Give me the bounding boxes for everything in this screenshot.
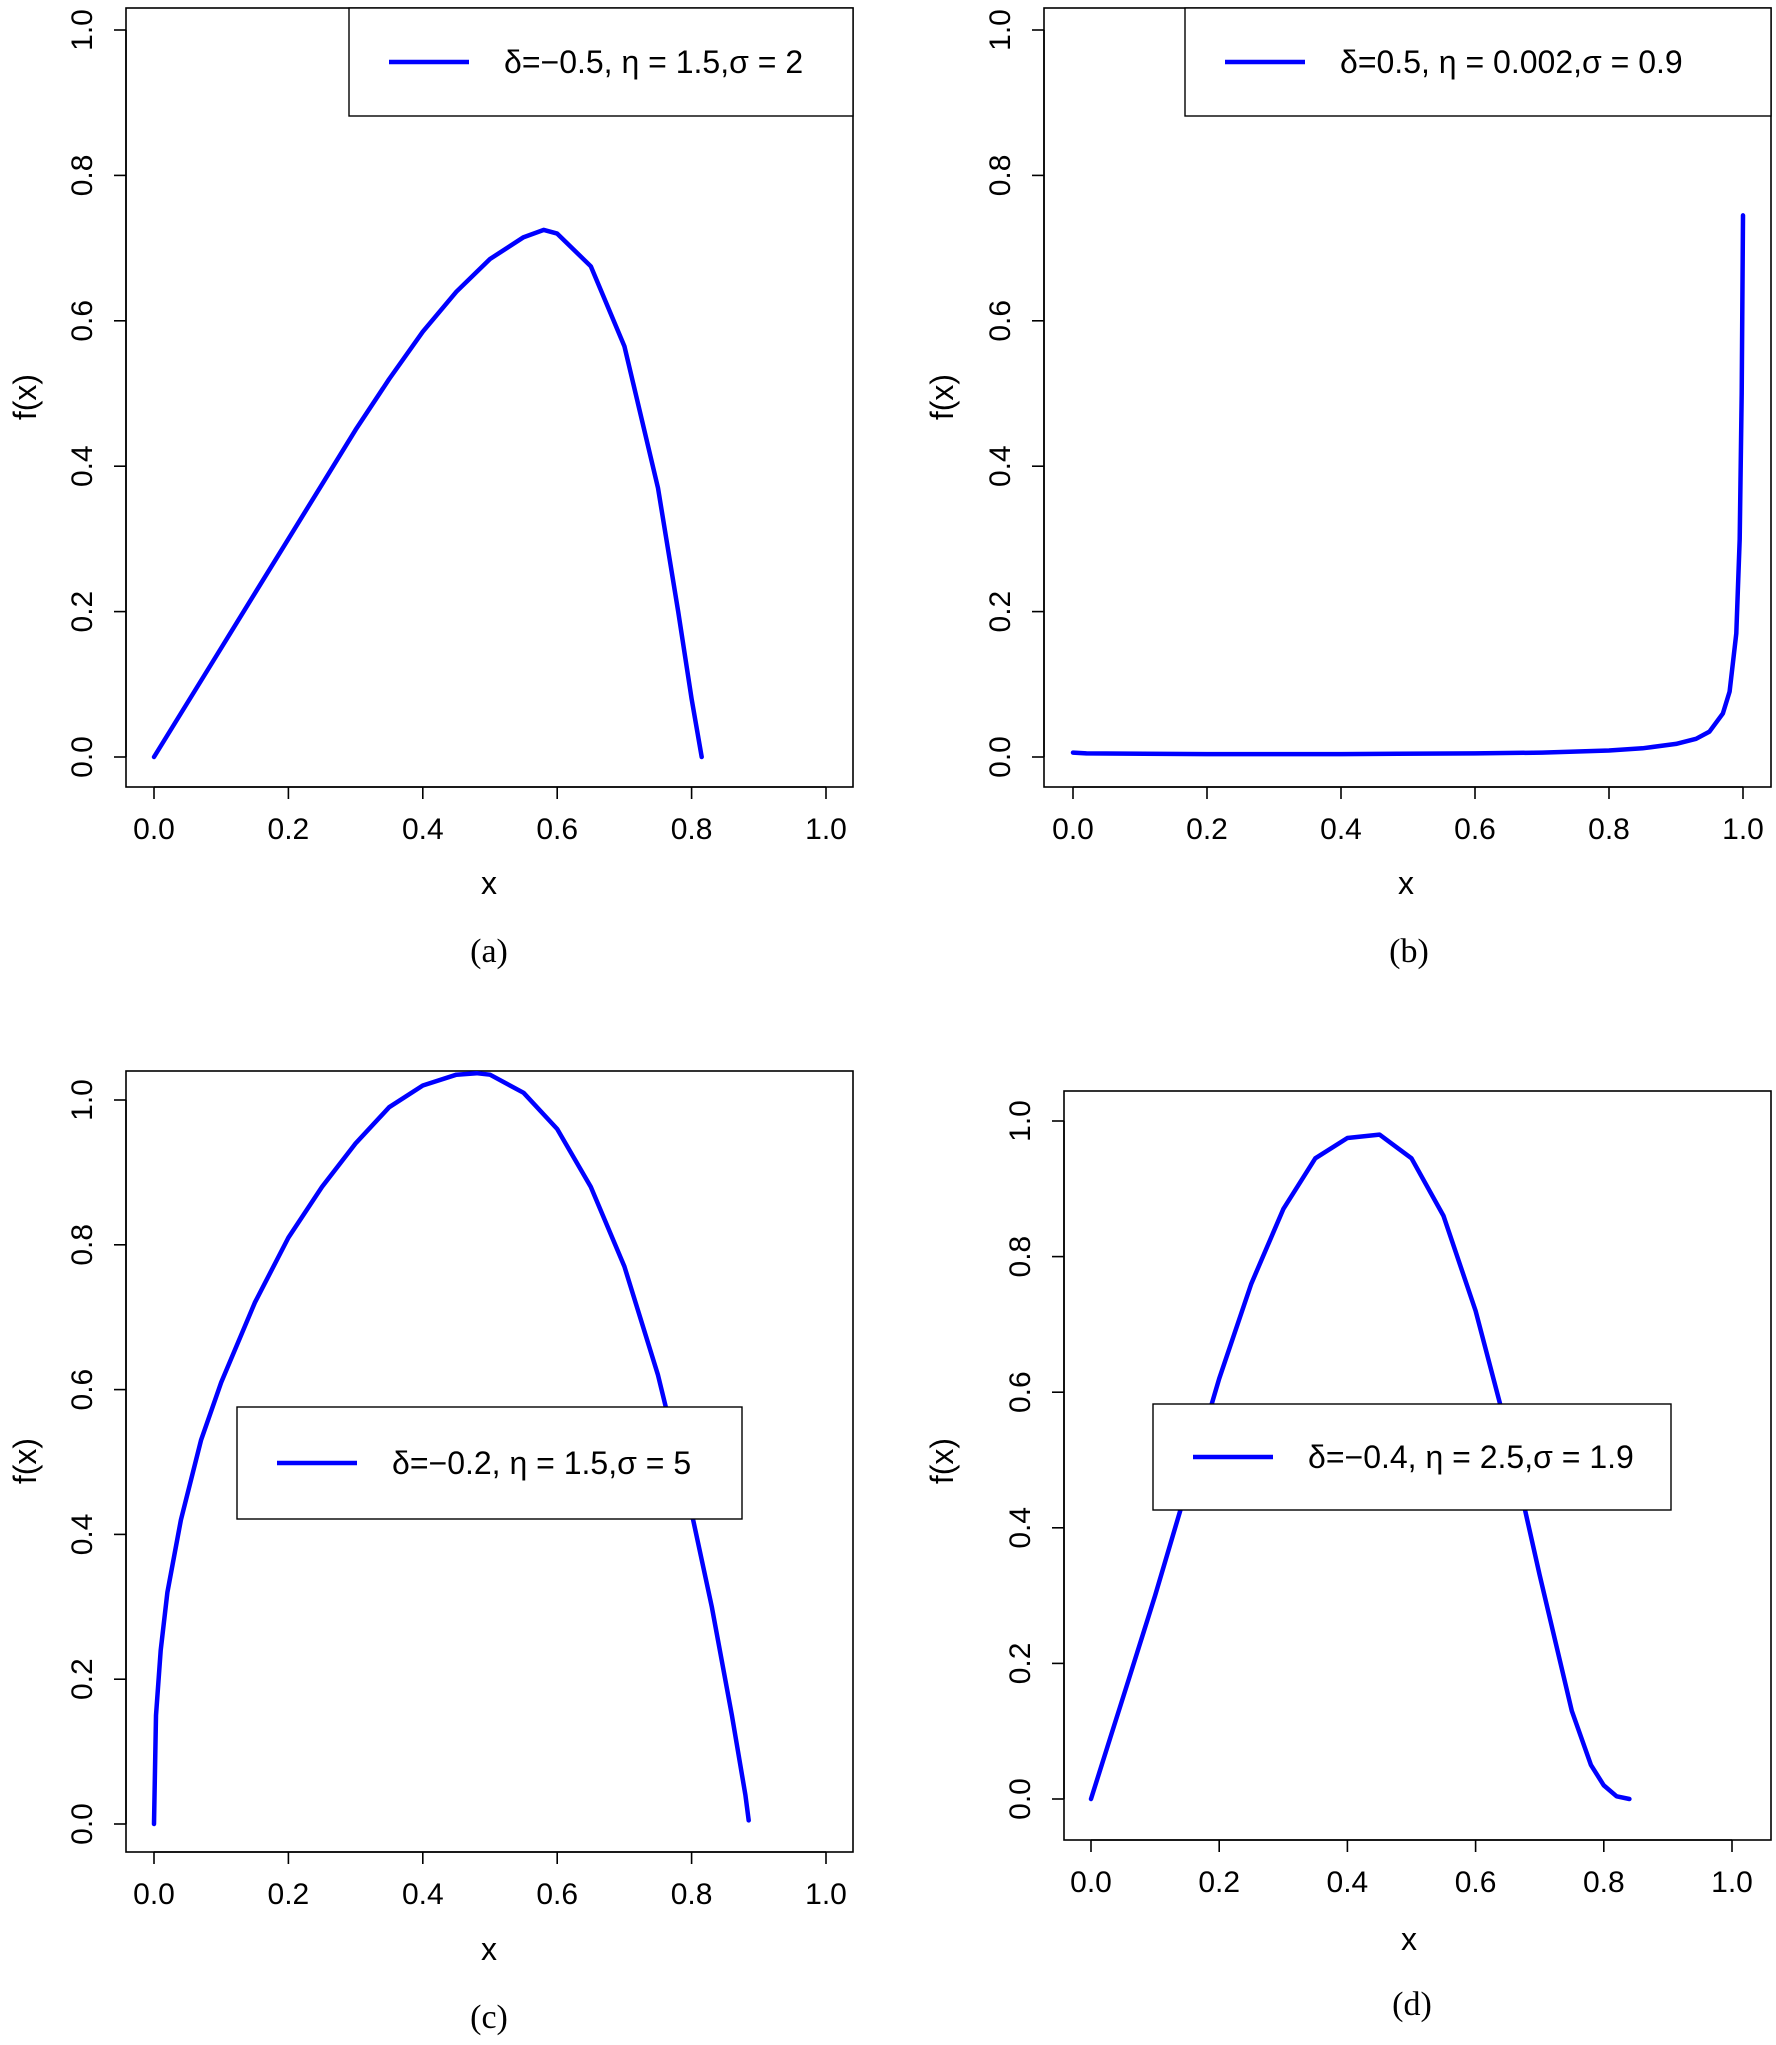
legend: δ=−0.4, η = 2.5,σ = 1.9 [1152, 1403, 1672, 1511]
x-tick-label: 0.8 [671, 1878, 713, 1911]
x-tick-label: 0.6 [536, 813, 578, 846]
y-axis-title: f(x) [924, 1438, 960, 1484]
y-axis: 0.0 0.2 0.4 0.6 0.8 1.0 [66, 1079, 127, 1845]
y-axis: 0.0 0.2 0.4 0.6 0.8 1.0 [66, 9, 127, 778]
x-tick-label: 0.0 [1052, 813, 1094, 846]
y-tick-label: 0.0 [984, 736, 1017, 778]
x-tick-label: 0.8 [1588, 813, 1630, 846]
y-tick-label: 0.4 [66, 1514, 99, 1556]
y-tick-label: 0.8 [66, 155, 99, 197]
y-tick-label: 1.0 [66, 1079, 99, 1121]
panel-caption: (b) [1389, 933, 1429, 970]
x-tick-label: 1.0 [1722, 813, 1764, 846]
x-tick-label: 0.8 [671, 813, 713, 846]
x-tick-label: 0.6 [536, 1878, 578, 1911]
y-tick-label: 0.8 [1004, 1236, 1037, 1278]
legend-label: δ=−0.4, η = 2.5,σ = 1.9 [1308, 1439, 1634, 1475]
x-axis: 0.0 0.2 0.4 0.6 0.8 1.0 [133, 786, 847, 846]
x-tick-label: 0.6 [1455, 1866, 1497, 1899]
y-tick-label: 0.2 [66, 591, 99, 633]
y-tick-label: 0.0 [66, 736, 99, 778]
panel-caption: (c) [470, 1999, 508, 2036]
y-tick-label: 0.4 [66, 445, 99, 487]
y-tick-label: 0.8 [66, 1224, 99, 1266]
x-tick-label: 0.0 [133, 1878, 175, 1911]
x-axis: 0.0 0.2 0.4 0.6 0.8 1.0 [1070, 1839, 1753, 1899]
x-tick-label: 1.0 [1711, 1866, 1753, 1899]
x-tick-label: 1.0 [805, 813, 847, 846]
y-tick-label: 1.0 [1004, 1100, 1037, 1142]
x-axis-title: x [1398, 865, 1414, 901]
panel-caption: (d) [1392, 1986, 1432, 2023]
legend: δ=−0.2, η = 1.5,σ = 5 [236, 1406, 743, 1520]
y-tick-label: 1.0 [984, 9, 1017, 51]
chart-panel-d: 0.0 0.2 0.4 0.6 0.8 1.0 0.0 0.2 0.4 0.6 0.8 1.0 x f(x… [924, 1090, 1772, 2023]
y-tick-label: 0.6 [66, 1369, 99, 1411]
y-axis: 0.0 0.2 0.4 0.6 0.8 1.0 [1004, 1100, 1065, 1820]
x-tick-label: 1.0 [805, 1878, 847, 1911]
y-tick-label: 0.0 [66, 1803, 99, 1845]
x-tick-label: 0.2 [1186, 813, 1228, 846]
legend-label: δ=−0.2, η = 1.5,σ = 5 [392, 1445, 691, 1481]
panel-caption: (a) [470, 933, 508, 970]
series-line-0 [1070, 213, 1746, 757]
y-tick-label: 0.2 [1004, 1643, 1037, 1685]
x-axis: 0.0 0.2 0.4 0.6 0.8 1.0 [1052, 786, 1764, 846]
series-line-0 [151, 227, 704, 760]
y-axis-title: f(x) [924, 374, 960, 420]
y-axis-title: f(x) [7, 374, 43, 420]
x-tick-label: 0.2 [268, 813, 310, 846]
y-tick-label: 0.2 [66, 1658, 99, 1700]
x-tick-label: 0.4 [402, 813, 444, 846]
chart-panel-a: 0.0 0.2 0.4 0.6 0.8 1.0 0.0 0.2 0.4 0.6 0.8 1.0 x f(x… [7, 7, 854, 970]
x-tick-label: 0.6 [1454, 813, 1496, 846]
legend-label: δ=0.5, η = 0.002,σ = 0.9 [1340, 44, 1683, 80]
x-tick-label: 0.0 [133, 813, 175, 846]
legend: δ=0.5, η = 0.002,σ = 0.9 [1184, 7, 1772, 117]
y-tick-label: 0.8 [984, 155, 1017, 197]
x-tick-label: 0.0 [1070, 1866, 1112, 1899]
x-tick-label: 0.4 [1327, 1866, 1369, 1899]
x-axis: 0.0 0.2 0.4 0.6 0.8 1.0 [133, 1851, 847, 1911]
y-axis-title: f(x) [7, 1438, 43, 1484]
y-tick-label: 0.4 [1004, 1507, 1037, 1549]
chart-panel-c: 0.0 0.2 0.4 0.6 0.8 1.0 0.0 0.2 0.4 0.6 0.8 1.0 x f(x… [7, 1070, 854, 2036]
x-tick-label: 0.4 [402, 1878, 444, 1911]
legend-label: δ=−0.5, η = 1.5,σ = 2 [504, 44, 803, 80]
x-tick-label: 0.4 [1320, 813, 1362, 846]
panels-container: 0.0 0.2 0.4 0.6 0.8 1.0 0.0 0.2 0.4 0.6 0.8 1.0 x f(x… [7, 7, 1772, 2036]
y-tick-label: 0.6 [66, 300, 99, 342]
y-tick-label: 0.2 [984, 591, 1017, 633]
x-tick-label: 0.2 [268, 1878, 310, 1911]
x-axis-title: x [1401, 1921, 1417, 1957]
legend: δ=−0.5, η = 1.5,σ = 2 [348, 7, 854, 117]
y-tick-label: 0.0 [1004, 1778, 1037, 1820]
chart-panel-b: 0.0 0.2 0.4 0.6 0.8 1.0 0.0 0.2 0.4 0.6 0.8 1.0 x f(x… [924, 7, 1772, 970]
y-tick-label: 0.4 [984, 445, 1017, 487]
x-axis-title: x [481, 865, 497, 901]
y-tick-label: 0.6 [984, 300, 1017, 342]
y-tick-label: 0.6 [1004, 1371, 1037, 1413]
x-tick-label: 0.2 [1198, 1866, 1240, 1899]
y-axis: 0.0 0.2 0.4 0.6 0.8 1.0 [984, 9, 1045, 778]
x-axis-title: x [481, 1931, 497, 1967]
y-tick-label: 1.0 [66, 9, 99, 51]
x-tick-label: 0.8 [1583, 1866, 1625, 1899]
series-line-0 [1088, 1132, 1632, 1802]
